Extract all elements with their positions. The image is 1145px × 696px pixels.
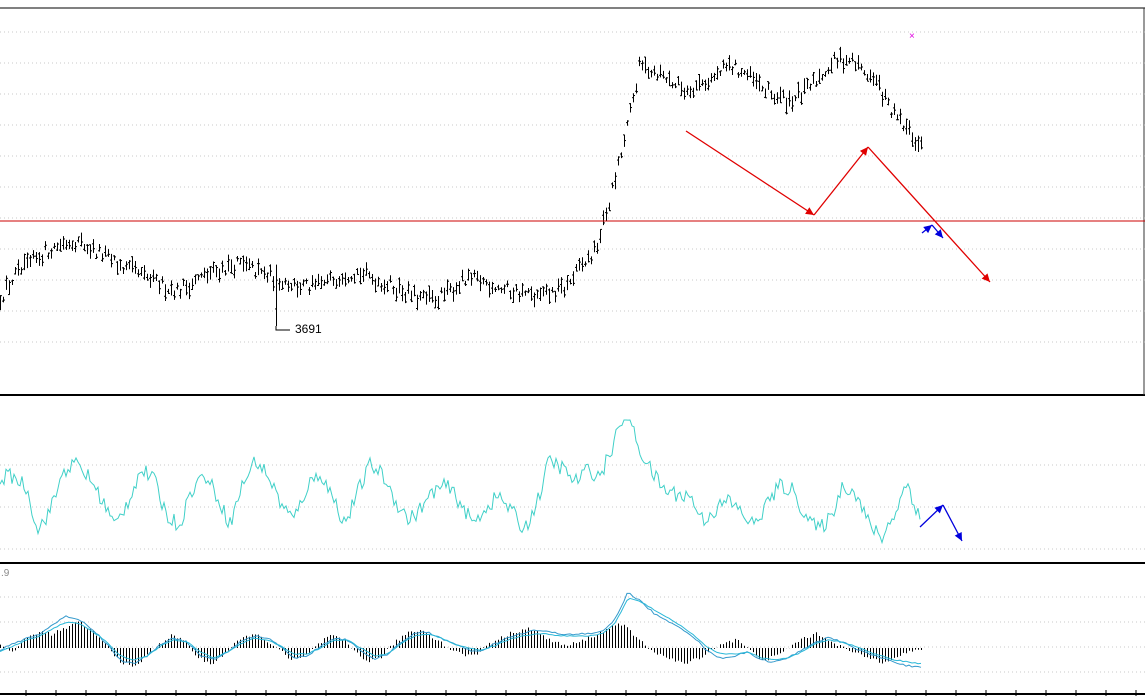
red-arrow <box>685 130 815 216</box>
red-arrow <box>867 146 991 283</box>
low-label-leader <box>275 326 290 331</box>
oscillator-panel <box>0 419 1145 550</box>
blue-arrow-head <box>923 225 932 234</box>
red-arrow-head <box>981 273 990 282</box>
blue-arrow-head <box>934 505 943 514</box>
blue-arrow-head <box>934 229 943 238</box>
red-arrow-head <box>805 207 814 215</box>
blue-arrow-head <box>954 532 962 541</box>
macd-signal-line <box>0 597 922 665</box>
marker-icon: × <box>909 31 915 42</box>
red-arrow-head <box>859 147 868 156</box>
red-arrow <box>813 146 869 216</box>
macd-panel-label: .9 <box>1 568 10 579</box>
low-price-label: 3691 <box>295 322 322 336</box>
price-panel <box>0 7 1145 695</box>
macd-panel <box>0 592 1145 696</box>
oscillator-line <box>0 419 921 545</box>
